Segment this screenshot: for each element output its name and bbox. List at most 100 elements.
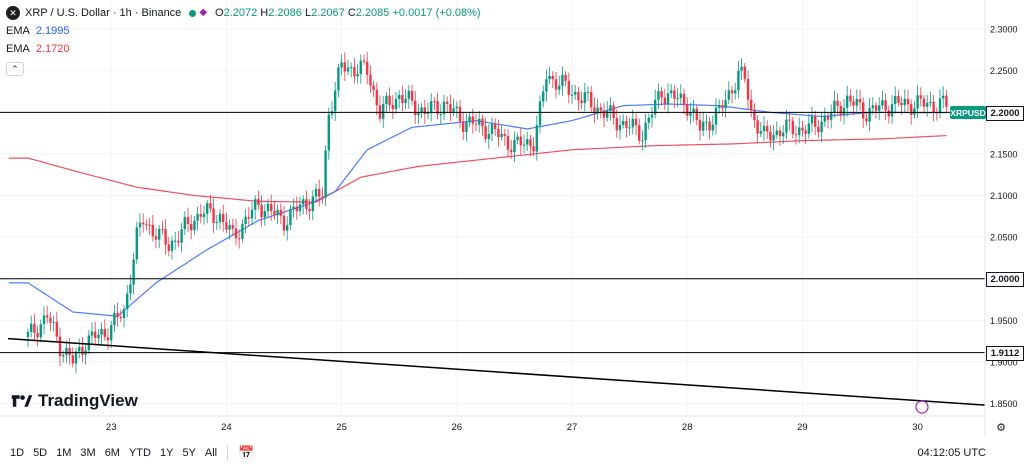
candle-body — [593, 107, 596, 114]
candle-body — [138, 222, 142, 228]
candle-body — [119, 317, 122, 319]
candle-body — [474, 123, 478, 125]
y-tick-label: 1.8500 — [990, 399, 1018, 409]
candle-body — [375, 89, 378, 106]
collapse-legend-button[interactable]: ⌃ — [6, 62, 24, 76]
candle-body — [58, 336, 62, 357]
candle-body — [180, 229, 183, 243]
candle-body — [714, 107, 718, 125]
candle-body — [660, 91, 663, 98]
compare-icon[interactable]: ◆ — [199, 7, 208, 18]
candle-body — [135, 227, 138, 260]
candle-body — [625, 120, 628, 128]
candle-body — [455, 106, 458, 109]
candle-body — [33, 323, 36, 333]
candle-body — [906, 98, 910, 105]
candle-body — [577, 91, 580, 101]
timeframe-button-6m[interactable]: 6M — [104, 447, 120, 459]
legend-ema-fast[interactable]: EMA 2.1995 — [6, 22, 481, 40]
candle-body — [177, 240, 180, 243]
candle-body — [206, 203, 209, 214]
candle-body — [298, 204, 302, 212]
candle-body — [490, 123, 494, 135]
calendar-icon[interactable]: 📅 — [238, 445, 255, 460]
timeframe-button-3m[interactable]: 3M — [80, 447, 96, 459]
candle-body — [926, 103, 929, 107]
candle-body — [222, 213, 225, 223]
candle-body — [596, 107, 599, 114]
price-level-tag: 2.0000 — [986, 272, 1024, 288]
candle-body — [782, 132, 785, 137]
candle-body — [554, 79, 558, 90]
candle-body — [711, 124, 714, 131]
candle-body — [481, 118, 484, 127]
chart-grid — [0, 0, 985, 416]
candle-body — [414, 100, 417, 116]
ohlc-values: O2.2072 H2.2086 L2.2067 C2.2085 +0.0017 … — [215, 7, 481, 19]
candle-body — [900, 102, 903, 106]
timeframe-button-ytd[interactable]: YTD — [128, 447, 151, 459]
timeframe-button-5d[interactable]: 5D — [33, 447, 48, 459]
candle-body — [308, 208, 311, 212]
timeframe-button-1m[interactable]: 1M — [56, 447, 72, 459]
candle-body — [858, 98, 862, 103]
timeframe-button-5y[interactable]: 5Y — [182, 447, 196, 459]
candle-body — [356, 73, 359, 77]
x-tick-label: 23 — [106, 422, 117, 433]
candle-body — [823, 116, 826, 122]
candle-body — [727, 90, 730, 100]
symbol-price-tag: XRPUSD — [950, 106, 986, 119]
candle-body — [202, 213, 206, 217]
timeframe-button-1y[interactable]: 1Y — [159, 447, 174, 459]
timeframe-buttons: 1D 5D 1M 3M 6M YTD 1Y 5Y All — [10, 447, 217, 459]
candle-body — [938, 98, 942, 113]
timeframe-button-1d[interactable]: 1D — [10, 447, 25, 459]
candle-body — [500, 133, 503, 138]
timeframe-button-all[interactable]: All — [204, 447, 218, 459]
candle-body — [570, 94, 574, 96]
candle-body — [465, 122, 468, 132]
candle-body — [842, 107, 846, 116]
candle-body — [794, 134, 798, 136]
candle-body — [494, 123, 497, 129]
candle-body — [721, 105, 724, 109]
candle-body — [503, 133, 506, 136]
candle-body — [673, 90, 676, 99]
candle-body — [462, 121, 465, 132]
candle-body — [708, 121, 711, 131]
candle-body — [311, 196, 314, 212]
candle-body — [292, 206, 295, 209]
market-status-icon — [189, 9, 197, 17]
x-tick-label: 25 — [336, 422, 347, 433]
candle-body — [266, 203, 270, 212]
candle-body — [606, 111, 609, 118]
candle-body — [446, 101, 449, 105]
candle-body — [756, 120, 759, 134]
legend-symbol-row[interactable]: ✕ XRP / U.S. Dollar · 1h · Binance ◆ O2.… — [6, 4, 481, 22]
candle-body — [535, 125, 538, 152]
legend-ema-slow[interactable]: EMA 2.1720 — [6, 40, 481, 58]
candle-body — [436, 101, 439, 115]
candle-body — [609, 105, 612, 112]
candle-body — [62, 354, 65, 357]
candle-body — [676, 97, 679, 99]
utc-clock[interactable]: 04:12:05 UTC — [917, 447, 986, 459]
candle-body — [327, 114, 330, 151]
price-level-tag: 1.9112 — [986, 346, 1024, 362]
ema-slow-value: 2.1720 — [35, 43, 70, 55]
candle-body — [388, 95, 391, 106]
candle-body — [55, 321, 58, 337]
candle-body — [887, 110, 890, 117]
tradingview-logo[interactable]: TradingView — [10, 391, 138, 411]
candle-body — [183, 217, 186, 230]
candle-body — [337, 67, 340, 91]
candle-body — [689, 112, 692, 116]
candle-body — [244, 216, 247, 224]
horizontal-lines-layer — [0, 111, 986, 414]
candle-body — [545, 79, 548, 92]
brand-name: TradingView — [38, 391, 138, 410]
candle-body — [295, 206, 298, 212]
settings-gear-icon[interactable]: ⚙ — [996, 422, 1006, 434]
